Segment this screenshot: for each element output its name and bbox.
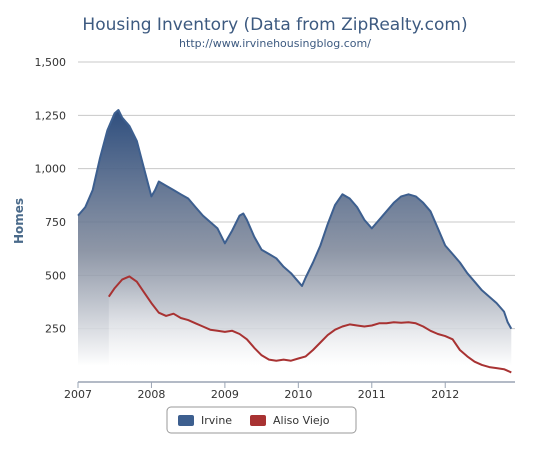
- series-line-aliso-viejo[interactable]: [107, 275, 512, 374]
- y-tick-label: 1,500: [35, 56, 67, 69]
- area-fill-aliso-viejo: [108, 276, 512, 373]
- area-fill-irvine: [78, 110, 512, 366]
- chart-title: Housing Inventory (Data from ZipRealty.c…: [82, 15, 467, 35]
- x-tick-label: 2009: [211, 388, 239, 401]
- x-tick-label: 2012: [431, 388, 459, 401]
- x-tick-label: 2011: [358, 388, 386, 401]
- x-tick-label: 2007: [64, 388, 92, 401]
- x-tick-label: 2008: [137, 388, 165, 401]
- legend-swatch-irvine[interactable]: [178, 415, 194, 426]
- series-layer: [77, 109, 513, 374]
- y-tick-label: 250: [45, 323, 66, 336]
- legend: Irvine Aliso Viejo: [166, 406, 357, 434]
- y-axis-label: Homes: [12, 198, 26, 244]
- x-tick-label: 2010: [284, 388, 312, 401]
- y-tick-label: 500: [45, 269, 66, 282]
- chart-subtitle: http://www.irvinehousingblog.com/: [179, 37, 371, 50]
- y-tick-label: 1,250: [35, 109, 67, 122]
- y-tick-label: 750: [45, 216, 66, 229]
- legend-label-aliso-viejo[interactable]: Aliso Viejo: [273, 414, 330, 427]
- x-axis: 2007 2008 2009 2010 2011 2012: [64, 381, 515, 401]
- y-tick-label: 1,000: [35, 163, 67, 176]
- series-line-irvine[interactable]: [77, 109, 513, 330]
- legend-swatch-aliso-viejo[interactable]: [250, 415, 266, 426]
- legend-label-irvine[interactable]: Irvine: [201, 414, 232, 427]
- y-axis-ticks: 250 500 750 1,000 1,250 1,500: [35, 56, 67, 336]
